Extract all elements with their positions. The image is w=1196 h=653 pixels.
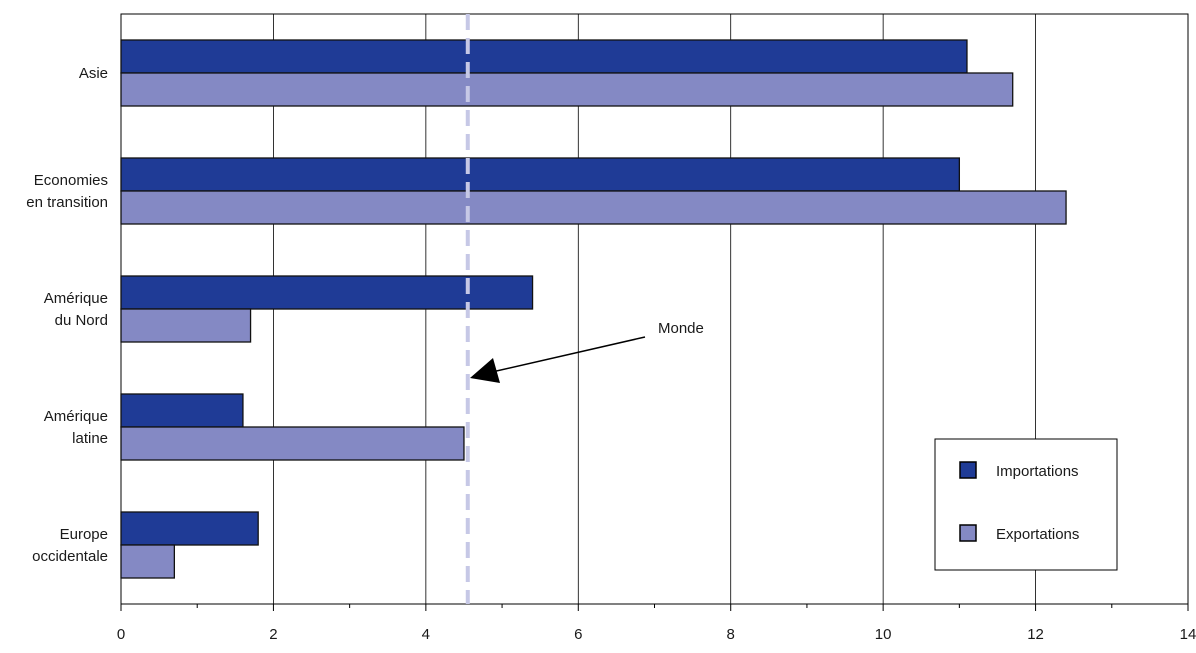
annotation-arrow-head	[470, 358, 500, 383]
legend: Importations Exportations	[934, 438, 1118, 571]
legend-label: Importations	[996, 463, 1079, 480]
category-label: du Nord	[55, 312, 108, 329]
category-label: occidentale	[32, 548, 108, 565]
legend-label: Exportations	[996, 526, 1079, 543]
x-tick-label: 14	[1180, 626, 1196, 643]
category-label: Europe	[60, 526, 108, 543]
bar	[120, 308, 252, 343]
annotation: Monde	[470, 320, 704, 383]
legend-box	[934, 438, 1118, 571]
category-label: Asie	[79, 65, 108, 82]
x-tick-label: 10	[875, 626, 892, 643]
category-label: en transition	[26, 194, 108, 211]
bar	[120, 72, 1014, 107]
legend-swatch	[959, 461, 977, 479]
category-labels: Asie Economies en transition Amérique du Nor…	[26, 65, 108, 565]
bar	[120, 190, 1067, 225]
x-tick-label: 2	[269, 626, 277, 643]
x-axis: 0 2 4 6 8 10 12 14	[117, 604, 1196, 643]
bar	[120, 275, 534, 310]
x-tick-label: 8	[727, 626, 735, 643]
bar	[120, 544, 175, 579]
x-tick-label: 0	[117, 626, 125, 643]
category-label: Amérique	[44, 408, 108, 425]
category-label: Economies	[34, 172, 108, 189]
category-label: latine	[72, 430, 108, 447]
x-tick-label: 6	[574, 626, 582, 643]
x-tick-label: 12	[1027, 626, 1044, 643]
category-label: Amérique	[44, 290, 108, 307]
annotation-label: Monde	[658, 320, 704, 337]
bar	[120, 157, 961, 192]
bar	[120, 393, 244, 428]
bar	[120, 426, 465, 461]
bars	[120, 39, 1067, 579]
legend-swatch	[959, 524, 977, 542]
bar	[120, 39, 968, 74]
bar	[120, 511, 259, 546]
annotation-arrow-line	[491, 336, 646, 373]
x-tick-label: 4	[422, 626, 430, 643]
